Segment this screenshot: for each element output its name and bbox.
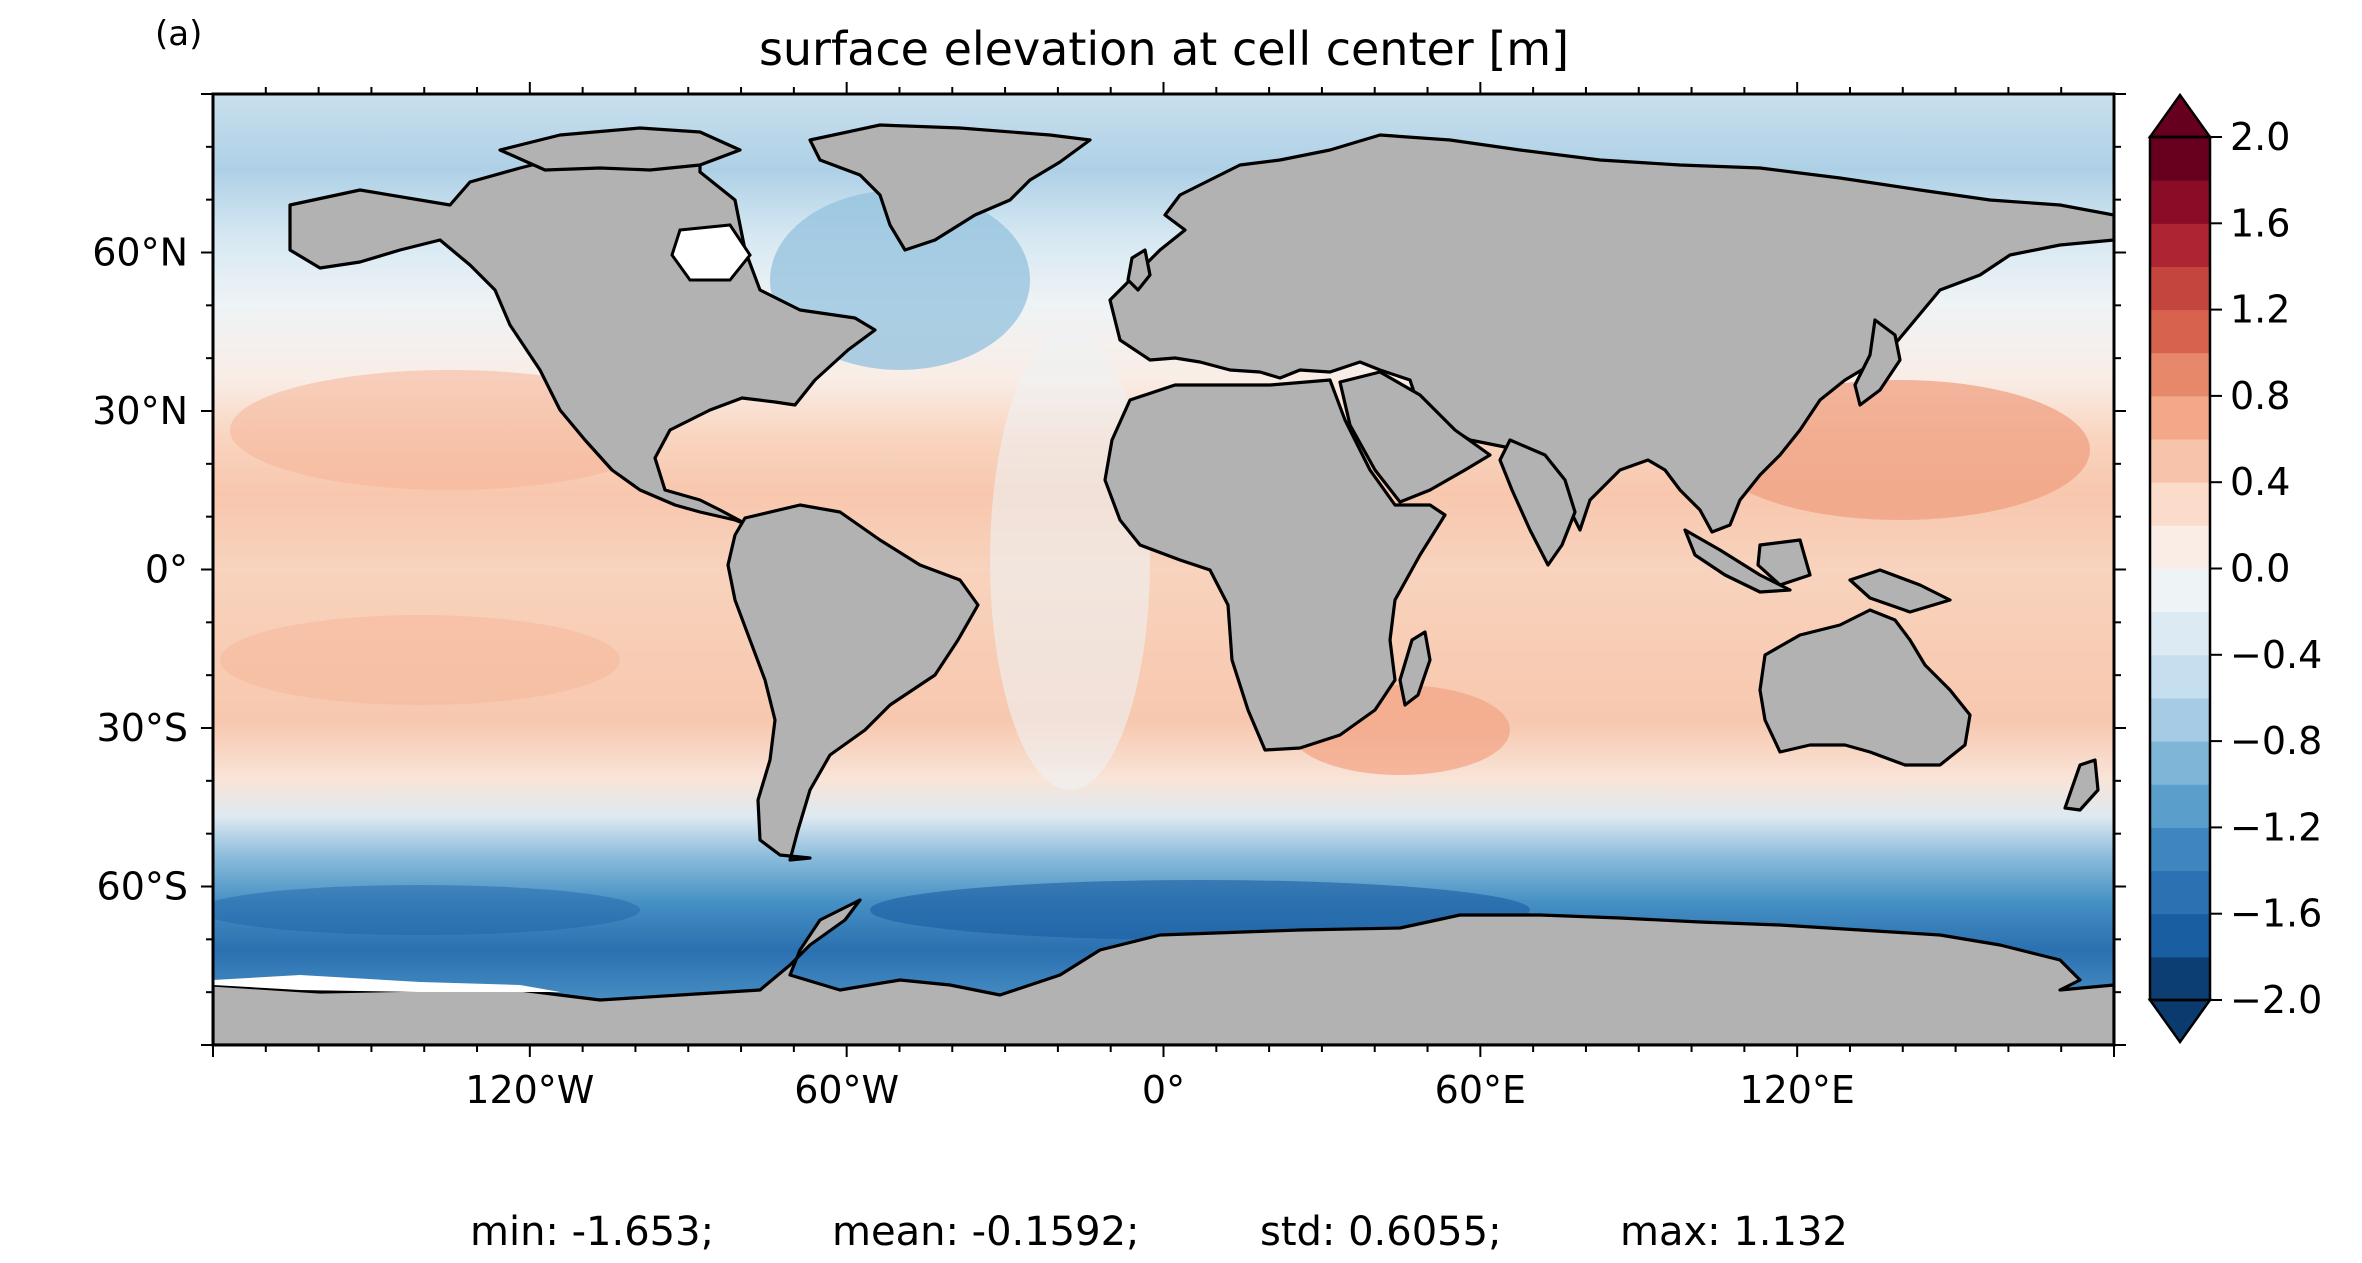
stat-max: max: 1.132 (1620, 1209, 1848, 1255)
greenland (808, 123, 1092, 252)
colorbar-segment (2150, 309, 2210, 354)
eurasia (1108, 133, 2114, 534)
y-tick-label: 30°S (97, 706, 188, 750)
colorbar-tick-label: 1.2 (2230, 288, 2290, 332)
india (1498, 438, 1577, 567)
japan (1853, 318, 1902, 407)
colorbar-tick-label: −1.2 (2230, 805, 2322, 849)
new-zealand (2063, 758, 2100, 812)
atlantic-neutral (990, 330, 1150, 790)
africa (1103, 378, 1447, 752)
colorbar-segment (2150, 870, 2210, 915)
x-tick-label: 60°E (1435, 1068, 1526, 1112)
southeast-asia-islands (1683, 528, 1952, 614)
colorbar-segment (2150, 482, 2210, 526)
colorbar-tick-label: −1.6 (2230, 892, 2322, 936)
colorbar-tick-label: −0.8 (2230, 719, 2322, 763)
colorbar-segment (2150, 611, 2210, 656)
y-tick-label: 60°S (97, 865, 188, 909)
colorbar-segment (2150, 180, 2210, 224)
colorbar-tick-label: 2.0 (2230, 115, 2290, 159)
south-pacific-high (220, 615, 620, 705)
antarctica (213, 898, 2114, 1045)
y-tick-label: 30°N (92, 389, 188, 433)
colorbar: 2.0 1.6 1.2 0.8 0.4 0.0 −0.4 −0.8 −1.2 −1.6 −2.0 (2147, 92, 2322, 1045)
x-tick-label: 120°E (1739, 1068, 1855, 1112)
chart-title: surface elevation at cell center [m] (759, 22, 1569, 76)
colorbar-segment (2150, 956, 2210, 1001)
madagascar (1398, 630, 1432, 707)
x-tick-label: 0° (1142, 1068, 1185, 1112)
colorbar-tick-label: 1.6 (2230, 201, 2290, 245)
x-tick-label: 120°W (465, 1068, 594, 1112)
hudson-bay (670, 223, 752, 282)
colorbar-segment (2150, 352, 2210, 397)
colorbar-extend-min (2147, 998, 2213, 1045)
y-tick-label: 0° (145, 548, 188, 592)
colorbar-segment (2150, 439, 2210, 483)
colorbar-segment (2150, 784, 2210, 828)
colorbar-segment (2150, 395, 2210, 440)
colorbar-segment (2150, 525, 2210, 569)
colorbar-tick-label: 0.8 (2230, 374, 2290, 418)
southern-ocean-low-west (213, 885, 640, 935)
stat-std: std: 0.6055; (1260, 1209, 1502, 1255)
colorbar-tick-label: −0.4 (2230, 633, 2322, 677)
uk (1126, 248, 1152, 292)
panel-label: (a) (155, 14, 202, 54)
x-axis: 120°W 60°W 0° 60°E 120°E (212, 82, 2115, 1112)
colorbar-segment (2150, 697, 2210, 742)
colorbar-segment (2150, 741, 2210, 785)
southern-ocean-deep-low (870, 880, 1530, 940)
colorbar-tick-label: 0.4 (2230, 460, 2290, 504)
australia (1758, 608, 1972, 767)
x-tick-label: 60°W (794, 1068, 899, 1112)
colorbar-segment (2150, 223, 2210, 267)
map (213, 94, 2114, 1045)
arctic-islands (498, 126, 742, 172)
colorbar-tick-label: −2.0 (2230, 978, 2322, 1022)
stat-min: min: -1.653; (470, 1209, 714, 1255)
colorbar-segment (2150, 137, 2210, 181)
land (213, 123, 2114, 1045)
colorbar-segment (2150, 266, 2210, 311)
stat-mean: mean: -0.1592; (832, 1209, 1140, 1255)
colorbar-tick-label: 0.0 (2230, 547, 2290, 591)
colorbar-segment (2150, 913, 2210, 958)
colorbar-segment (2150, 654, 2210, 699)
ross-sea-white (213, 975, 560, 992)
y-axis: 60°N 30°N 0° 30°S 60°S (92, 93, 2126, 1046)
south-america (726, 503, 980, 862)
colorbar-segment (2150, 827, 2210, 872)
arabia (1338, 370, 1492, 504)
colorbar-extend-max (2147, 92, 2213, 139)
y-tick-label: 60°N (92, 231, 188, 275)
colorbar-segment (2150, 568, 2210, 613)
